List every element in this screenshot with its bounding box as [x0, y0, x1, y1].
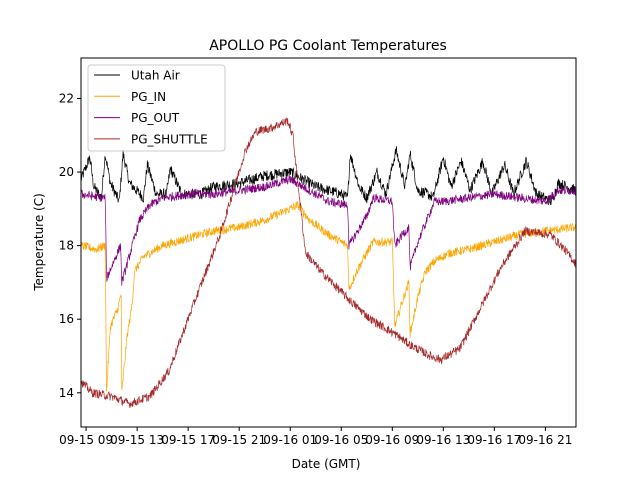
legend-entry: PG_SHUTTLE: [131, 132, 208, 146]
x-axis-label: Date (GMT): [292, 457, 361, 471]
y-axis-label: Temperature (C): [32, 193, 46, 292]
y-axis: 14 16 18 20 22: [59, 91, 81, 400]
series-line-pg-in: [81, 200, 576, 392]
y-tick-label: 18: [59, 239, 74, 253]
legend-entry: Utah Air: [131, 69, 180, 83]
x-tick-label: 09-16 09: [365, 433, 419, 447]
legend-box: [87, 64, 226, 152]
chart-title: APOLLO PG Coolant Temperatures: [209, 38, 447, 54]
y-tick-label: 22: [59, 91, 74, 105]
y-tick-label: 14: [59, 386, 74, 400]
x-tick-label: 09-16 21: [518, 433, 572, 447]
series-line-pg-out: [81, 175, 576, 286]
x-tick-label: 09-16 17: [467, 433, 521, 447]
series-line-utah-air: [81, 146, 576, 206]
y-tick-label: 16: [59, 312, 74, 326]
x-tick-label: 09-15 17: [161, 433, 215, 447]
x-tick-label: 09-15 21: [212, 433, 266, 447]
x-tick-label: 09-16 13: [416, 433, 470, 447]
legend-entry: PG_OUT: [131, 111, 180, 125]
x-tick-label: 09-16 01: [263, 433, 317, 447]
plot-area: [81, 117, 576, 409]
x-tick-label: 09-16 05: [314, 433, 368, 447]
x-tick-label: 09-15 13: [110, 433, 164, 447]
series-line-pg-shuttle: [81, 117, 576, 409]
x-tick-label: 09-15 09: [59, 433, 113, 447]
legend: Utah Air PG_IN PG_OUT PG_SHUTTLE: [87, 64, 226, 152]
axes-frame: [80, 57, 577, 428]
y-tick-label: 20: [59, 165, 74, 179]
legend-entry: PG_IN: [131, 90, 166, 104]
